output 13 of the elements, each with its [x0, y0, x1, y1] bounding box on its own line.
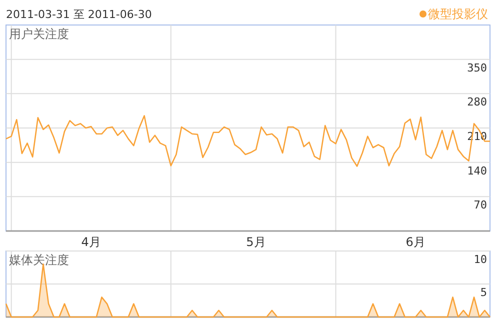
y-axis-title: 用户关注度 — [9, 27, 69, 41]
y-tick-label: 10 — [474, 253, 487, 266]
y-tick-label: 140 — [467, 164, 487, 178]
x-tick-label: 6月 — [406, 235, 426, 249]
x-tick-label: 5月 — [246, 235, 266, 249]
legend: 微型投影仪 — [420, 7, 488, 21]
y-tick-label: 70 — [474, 198, 487, 212]
y-tick-label: 280 — [467, 96, 487, 109]
y-tick-label: 350 — [467, 61, 487, 74]
y-axis-title: 媒体关注度 — [9, 253, 69, 267]
y-tick-label: 5 — [480, 286, 487, 299]
x-tick-label: 4月 — [81, 235, 101, 249]
chart-title: 2011-03-31 至 2011-06-30 — [6, 8, 152, 21]
